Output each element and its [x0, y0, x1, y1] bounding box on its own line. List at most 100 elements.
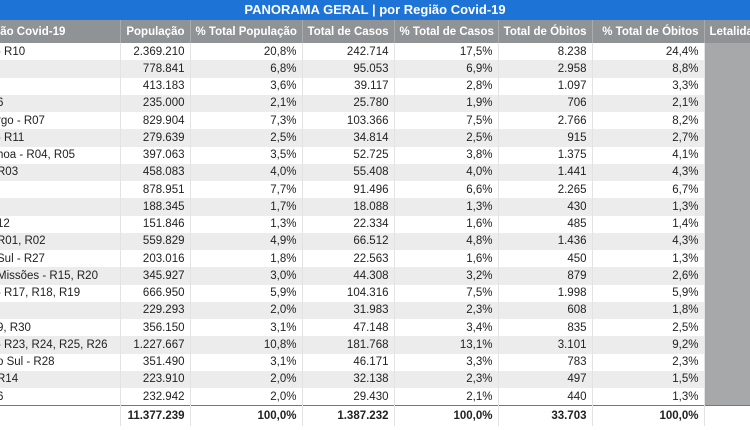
- cell-populacao: 778.841: [120, 60, 191, 78]
- cell-regiao: [0, 301, 121, 319]
- table-row[interactable]: Missões - R15, R20 345.927 3,0% 44.308 3,2% 8…: [0, 267, 750, 285]
- cell-regiao: 9, R30: [0, 319, 121, 337]
- cell-total-obitos: 915: [498, 129, 593, 147]
- cell-total-casos: 47.148: [302, 319, 395, 337]
- cell-pct-populacao: 4,9%: [190, 232, 303, 250]
- cell-pct-casos: 7,5%: [394, 112, 499, 130]
- cell-pct-populacao: 5,9%: [190, 284, 303, 302]
- cell-pct-populacao: 1,3%: [190, 215, 303, 233]
- table-row[interactable]: R14 223.910 2,0% 32.138 2,3% 497 1,5%: [0, 370, 750, 388]
- table-row[interactable]: - R23, R24, R25, R26 1.227.667 10,8% 181.76…: [0, 336, 750, 354]
- cell-total-casos: 18.088: [302, 198, 395, 216]
- table-row[interactable]: 413.183 3,6% 39.117 2,8% 1.097 3,3%: [0, 77, 750, 95]
- cell-pct-populacao: 3,1%: [190, 353, 303, 371]
- cell-pct-casos: 4,0%: [394, 163, 499, 181]
- column-header-pct-obitos[interactable]: % Total de Óbitos: [592, 20, 705, 43]
- cell-pct-casos: 1,3%: [394, 198, 499, 216]
- cell-regiao: R01, R02: [0, 232, 121, 250]
- cell-pct-populacao: 3,5%: [190, 146, 303, 164]
- cell-regiao: - R11: [0, 129, 121, 147]
- cell-pct-casos: 3,8%: [394, 146, 499, 164]
- cell-total-casos: 103.366: [302, 112, 395, 130]
- cell-regiao: 6: [0, 94, 121, 112]
- cell-letalidade: [704, 129, 750, 147]
- cell-populacao: 1.227.667: [120, 336, 191, 354]
- table-row[interactable]: 6 235.000 2,1% 25.780 1,9% 706 2,1%: [0, 94, 750, 112]
- cell-pct-obitos: 6,7%: [592, 181, 705, 199]
- cell-total-obitos: 835: [498, 319, 593, 337]
- cell-letalidade: [704, 284, 750, 302]
- total-regiao: [0, 405, 121, 427]
- table-row[interactable]: 188.345 1,7% 18.088 1,3% 430 1,3%: [0, 198, 750, 216]
- cell-populacao: 356.150: [120, 319, 191, 337]
- column-header-pct-casos[interactable]: % Total de Casos: [394, 20, 499, 43]
- cell-total-casos: 44.308: [302, 267, 395, 285]
- table-body: - R102.369.21020,8%242.71417,5%8.23824,4…: [0, 43, 750, 406]
- cell-total-obitos: 485: [498, 215, 593, 233]
- table-row[interactable]: rgo - R07 829.904 7,3% 103.366 7,5% 2.766 8,2%: [0, 112, 750, 130]
- column-header-pct-populacao[interactable]: % Total População: [190, 20, 303, 43]
- cell-regiao: o Sul - R28: [0, 353, 121, 371]
- table-row[interactable]: 229.293 2,0% 31.983 2,3% 608 1,8%: [0, 301, 750, 319]
- cell-letalidade: [704, 43, 750, 61]
- cell-populacao: 559.829: [120, 232, 191, 250]
- cell-letalidade: [704, 60, 750, 78]
- cell-regiao: R14: [0, 370, 121, 388]
- table-row[interactable]: R01, R02 559.829 4,9% 66.512 4,8% 1.436 4,3%: [0, 232, 750, 250]
- table-header-row: ião Covid-19 População % Total População…: [0, 20, 750, 43]
- cell-populacao: 413.183: [120, 77, 191, 95]
- cell-pct-casos: 13,1%: [394, 336, 499, 354]
- cell-total-casos: 52.725: [302, 146, 395, 164]
- cell-letalidade: [704, 232, 750, 250]
- cell-regiao: Sul - R27: [0, 250, 121, 268]
- cell-pct-casos: 1,6%: [394, 250, 499, 268]
- table-row[interactable]: Sul - R27 203.016 1,8% 22.563 1,6% 450 1,3%: [0, 250, 750, 268]
- cell-regiao: 6: [0, 388, 121, 406]
- column-header-letalidade[interactable]: Letalidade: [704, 20, 750, 43]
- cell-regiao: hoa - R04, R05: [0, 146, 121, 164]
- cell-pct-obitos: 2,6%: [592, 267, 705, 285]
- total-obitos: 33.703: [498, 405, 593, 427]
- cell-total-casos: 39.117: [302, 77, 395, 95]
- cell-pct-populacao: 2,0%: [190, 370, 303, 388]
- cell-total-obitos: 1.998: [498, 284, 593, 302]
- table-row[interactable]: 9, R30 356.150 3,1% 47.148 3,4% 835 2,5%: [0, 319, 750, 337]
- table-row[interactable]: - R102.369.21020,8%242.71417,5%8.23824,4…: [0, 43, 750, 61]
- column-header-total-obitos[interactable]: Total de Óbitos: [498, 20, 593, 43]
- column-header-regiao[interactable]: ião Covid-19: [0, 20, 121, 43]
- table-row[interactable]: R03 458.083 4,0% 55.408 4,0% 1.441 4,3%: [0, 163, 750, 181]
- cell-pct-obitos: 9,2%: [592, 336, 705, 354]
- cell-regiao: [0, 77, 121, 95]
- cell-total-casos: 29.430: [302, 388, 395, 406]
- column-header-populacao[interactable]: População: [120, 20, 191, 43]
- cell-pct-populacao: 1,7%: [190, 198, 303, 216]
- cell-pct-casos: 6,9%: [394, 60, 499, 78]
- cell-populacao: 458.083: [120, 163, 191, 181]
- cell-total-obitos: 783: [498, 353, 593, 371]
- cell-total-casos: 181.768: [302, 336, 395, 354]
- table-row[interactable]: o Sul - R28 351.490 3,1% 46.171 3,3% 783 2,3%: [0, 353, 750, 371]
- cell-letalidade: [704, 353, 750, 371]
- cell-total-casos: 22.563: [302, 250, 395, 268]
- cell-letalidade: [704, 146, 750, 164]
- table-row[interactable]: hoa - R04, R05 397.063 3,5% 52.725 3,8% 1.375…: [0, 146, 750, 164]
- cell-regiao: [0, 181, 121, 199]
- table-row[interactable]: 878.951 7,7% 91.496 6,6% 2.265 6,7%: [0, 181, 750, 199]
- cell-pct-obitos: 2,5%: [592, 319, 705, 337]
- cell-populacao: 223.910: [120, 370, 191, 388]
- cell-pct-casos: 2,5%: [394, 129, 499, 147]
- cell-letalidade: [704, 112, 750, 130]
- table-row[interactable]: - R17, R18, R19 666.950 5,9% 104.316 7,5% 1.9…: [0, 284, 750, 302]
- cell-letalidade: [704, 250, 750, 268]
- cell-total-obitos: 706: [498, 94, 593, 112]
- cell-total-casos: 242.714: [302, 43, 395, 61]
- total-letalidade: [704, 405, 750, 427]
- column-header-total-casos[interactable]: Total de Casos: [302, 20, 395, 43]
- cell-letalidade: [704, 215, 750, 233]
- table-row[interactable]: 778.841 6,8% 95.053 6,9% 2.958 8,8%: [0, 60, 750, 78]
- table-row[interactable]: 12 151.846 1,3% 22.334 1,6% 485 1,4%: [0, 215, 750, 233]
- cell-letalidade: [704, 370, 750, 388]
